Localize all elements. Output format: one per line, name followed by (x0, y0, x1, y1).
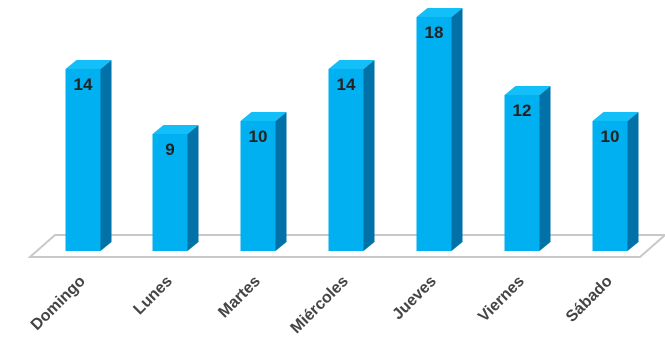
x-tick-label: Martes (215, 273, 264, 322)
bar-jueves: 18 (416, 8, 463, 251)
data-label: 12 (513, 101, 532, 120)
bar-top (328, 60, 375, 69)
bar-side (100, 60, 112, 251)
x-tick-label: Domingo (28, 273, 89, 334)
bar-front (240, 121, 276, 251)
bar-side (275, 112, 287, 251)
bar-viernes: 12 (504, 86, 551, 251)
x-axis-labels: Domingo Lunes Martes Miércoles Jueves Viernes… (28, 273, 616, 337)
bar-side (627, 112, 639, 251)
bar-front (416, 17, 452, 251)
data-label: 9 (165, 140, 174, 159)
bar-top (65, 60, 112, 69)
data-label: 18 (425, 23, 444, 42)
bar-front (504, 95, 540, 251)
bar-miércoles: 14 (328, 60, 375, 251)
x-tick-label: Lunes (130, 273, 175, 318)
x-tick-label: Miércoles (288, 273, 352, 337)
bar-side (451, 8, 463, 251)
bar-front (152, 134, 188, 251)
bar-top (504, 86, 551, 95)
bar-front (65, 69, 101, 251)
x-tick-label: Viernes (475, 273, 528, 326)
data-label: 14 (74, 75, 93, 94)
bar-domingo: 14 (65, 60, 112, 251)
bar-front (592, 121, 628, 251)
bar-front (328, 69, 364, 251)
bar-top (152, 125, 199, 134)
bar-sábado: 10 (592, 112, 639, 251)
bar-top (592, 112, 639, 121)
x-tick-label: Sábado (563, 273, 616, 326)
bars-group: 14 9 10 14 18 12 10 (65, 8, 639, 251)
bar-side (187, 125, 199, 251)
bar-top (240, 112, 287, 121)
bar-side (539, 86, 551, 251)
bar-lunes: 9 (152, 125, 199, 251)
bar-side (363, 60, 375, 251)
data-label: 10 (601, 127, 620, 146)
bar-top (416, 8, 463, 17)
data-label: 10 (249, 127, 268, 146)
data-label: 14 (337, 75, 356, 94)
x-tick-label: Jueves (389, 273, 439, 323)
bar-martes: 10 (240, 112, 287, 251)
